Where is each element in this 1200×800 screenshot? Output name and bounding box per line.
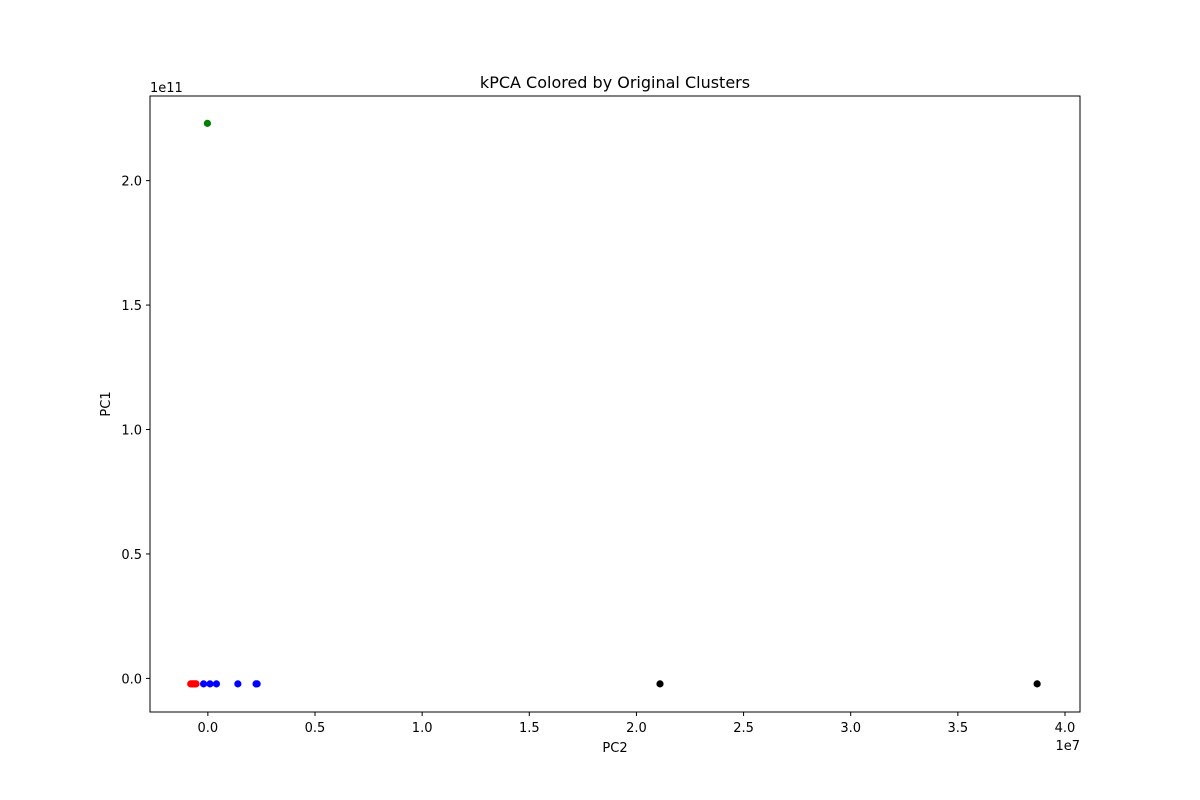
- x-tick-label: 1.0: [412, 721, 433, 736]
- data-point: [253, 680, 261, 688]
- y-tick-label: 0.5: [121, 548, 142, 563]
- y-axis-ticks: 0.0 0.5 1.0 1.5 2.0: [121, 175, 150, 687]
- x-tick-label: 1.5: [519, 721, 540, 736]
- data-point: [199, 680, 208, 688]
- chart-title: kPCA Colored by Original Clusters: [480, 73, 750, 92]
- data-point: [1033, 680, 1041, 688]
- x-axis-ticks: 0.0 0.5 1.0 1.5 2.0 2.5 3.0 3.5 4.0: [198, 712, 1076, 736]
- data-point: [206, 680, 214, 688]
- x-axis-label: PC2: [602, 741, 627, 756]
- y-tick-label: 1.0: [121, 424, 142, 439]
- data-point: [656, 680, 664, 688]
- x-tick-label: 2.0: [626, 721, 647, 736]
- y-tick-label: 0.0: [121, 672, 142, 687]
- x-tick-label: 4.0: [1055, 721, 1076, 736]
- y-axis-label: PC1: [99, 391, 114, 416]
- data-point: [203, 119, 212, 127]
- x-axis-offset-text: 1e7: [1055, 739, 1080, 754]
- y-tick-label: 1.5: [121, 299, 142, 314]
- x-tick-label: 0.0: [198, 721, 219, 736]
- plot-frame: [149, 95, 1081, 713]
- x-tick-label: 3.0: [840, 721, 861, 736]
- data-points: [187, 119, 1041, 688]
- x-tick-label: 0.5: [305, 721, 326, 736]
- data-point: [192, 680, 200, 688]
- y-axis-offset-text: 1e11: [150, 81, 183, 96]
- y-tick-label: 2.0: [121, 175, 142, 190]
- data-point: [212, 680, 221, 688]
- x-tick-label: 2.5: [733, 721, 754, 736]
- data-point: [234, 680, 242, 688]
- x-tick-label: 3.5: [948, 721, 969, 736]
